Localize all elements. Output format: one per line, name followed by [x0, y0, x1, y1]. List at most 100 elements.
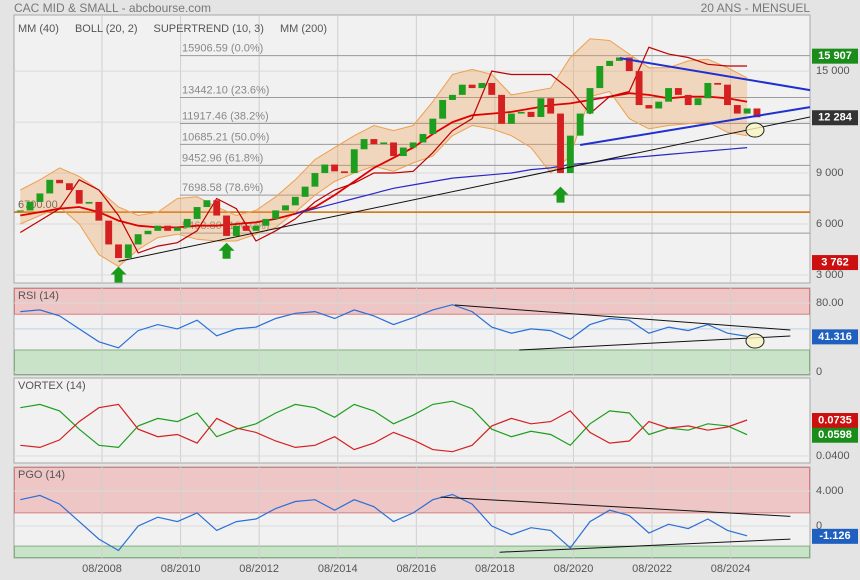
fib-label: 7698.58 (78.6%): [182, 182, 263, 194]
value-badge: [812, 255, 858, 271]
candle: [95, 201, 103, 221]
panel-title: VORTEX (14): [18, 380, 86, 392]
candle: [566, 135, 574, 174]
trendline: [619, 57, 811, 92]
candle: [262, 218, 270, 226]
buy-signal: [218, 242, 235, 259]
candle: [164, 225, 172, 231]
candle: [291, 196, 299, 206]
fib-label: 11917.46 (38.2%): [182, 110, 269, 122]
candle: [370, 139, 378, 145]
candle: [134, 234, 142, 245]
candle: [635, 71, 643, 106]
candle: [498, 94, 506, 124]
x-tick-label: 08/2012: [239, 563, 279, 575]
candle: [606, 60, 614, 66]
candle: [282, 205, 289, 211]
candle: [409, 142, 417, 148]
candle: [557, 113, 564, 174]
candle: [242, 225, 250, 231]
candle: [252, 225, 260, 231]
candle: [85, 201, 93, 204]
x-tick-label: 08/2014: [318, 563, 358, 575]
y-tick-label: 4.000: [816, 485, 844, 497]
buy-signal: [110, 266, 127, 283]
candle: [655, 101, 663, 109]
x-tick-label: 08/2020: [554, 563, 594, 575]
y-tick-label: 15 000: [816, 65, 850, 77]
candle: [174, 227, 181, 231]
trendline: [440, 496, 791, 517]
candle: [616, 57, 623, 61]
candle: [704, 82, 712, 99]
candle: [586, 88, 594, 114]
indicator-line: [19, 46, 748, 254]
candle: [223, 215, 230, 236]
legend-entry: MM (200): [280, 23, 327, 35]
candle: [380, 142, 388, 145]
candle: [56, 179, 64, 184]
candle: [547, 98, 555, 114]
candle: [449, 94, 456, 100]
candle: [665, 88, 672, 102]
value-badge-label: 15 907: [818, 50, 852, 62]
candle: [537, 98, 545, 117]
indicator-line: [20, 400, 748, 449]
candle: [399, 147, 407, 157]
value-badge: [812, 427, 858, 443]
candle: [65, 183, 73, 191]
candle: [507, 113, 515, 124]
fib-label: 10685.21 (50.0%): [182, 131, 269, 143]
boll-lower: [20, 90, 748, 268]
fib-label: 15906.59 (0.0%): [182, 43, 263, 55]
value-badge: [812, 48, 858, 64]
value-badge-label: -1.126: [819, 530, 850, 542]
oversold-zone: [14, 545, 810, 558]
indicator-line: [20, 493, 748, 552]
x-tick-label: 08/2018: [475, 563, 515, 575]
candle: [468, 84, 476, 89]
x-tick-label: 08/2016: [396, 563, 436, 575]
candle: [419, 133, 427, 143]
candle: [576, 113, 584, 136]
candle: [144, 230, 152, 235]
panel-title: RSI (14): [18, 290, 59, 302]
y-tick-label: 0.0400: [816, 450, 850, 462]
candle: [596, 65, 604, 89]
candle: [115, 244, 122, 259]
indicator-line: [20, 92, 748, 229]
x-tick-label: 08/2010: [161, 563, 201, 575]
candle: [124, 244, 132, 259]
x-tick-label: 08/2008: [82, 563, 122, 575]
candle: [321, 164, 329, 174]
y-tick-label: 80.00: [816, 297, 844, 309]
candle: [360, 139, 368, 150]
value-badge-label: 3 762: [821, 256, 849, 268]
boll-upper: [20, 38, 748, 217]
value-badge-label: 12 284: [818, 112, 853, 124]
legend-entry: SUPERTREND (10, 3): [154, 23, 264, 35]
candle: [724, 84, 731, 106]
highlight-circle: [745, 333, 765, 349]
trendline: [118, 116, 811, 262]
candle: [439, 99, 447, 119]
candle: [390, 142, 397, 157]
candle: [753, 108, 761, 118]
oversold-zone: [14, 349, 810, 376]
value-badge: [812, 413, 858, 429]
candle: [301, 186, 309, 197]
y-tick-label: 9 000: [816, 167, 844, 179]
candle: [674, 88, 682, 95]
highlight-circle: [745, 122, 765, 138]
candle: [36, 193, 44, 202]
candle: [183, 218, 191, 228]
candle: [743, 108, 751, 114]
panel: [13, 377, 811, 464]
boll-band: [20, 38, 748, 267]
candle: [340, 171, 348, 174]
buy-signal: [552, 186, 569, 203]
candle: [517, 111, 525, 114]
y-tick-label: 0: [816, 520, 822, 532]
candle: [733, 105, 741, 114]
